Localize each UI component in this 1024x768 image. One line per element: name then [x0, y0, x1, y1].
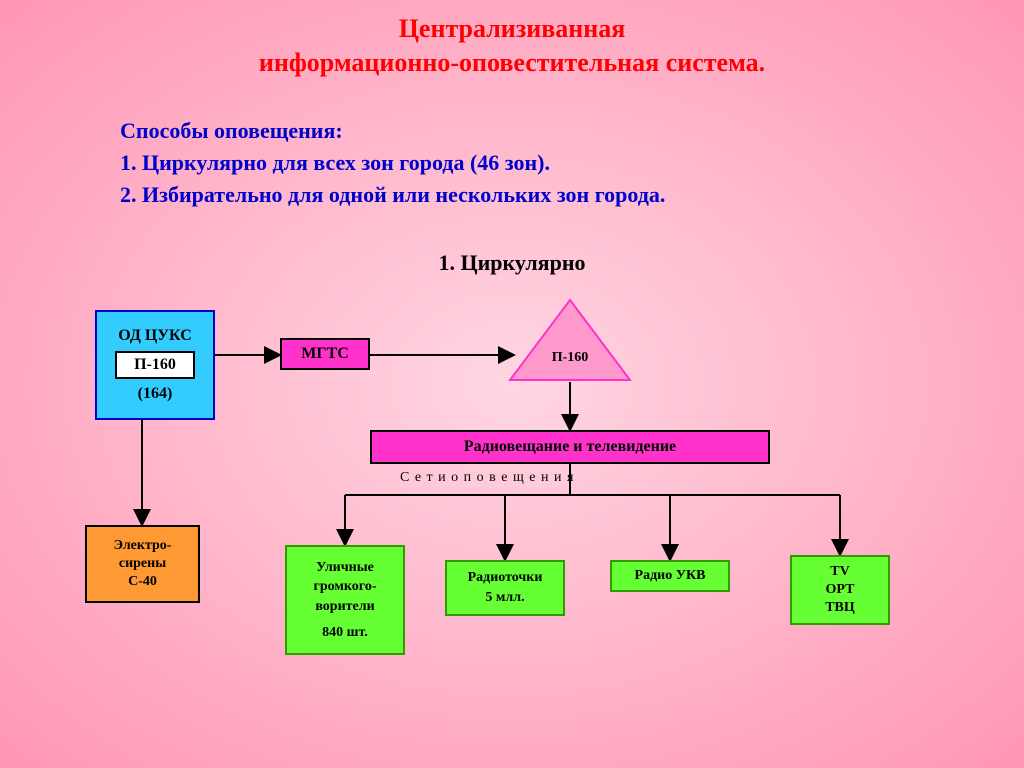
node-radiopoints: Радиоточки 5 млл.: [445, 560, 565, 616]
title-line2: информационно-оповестительная система.: [0, 48, 1024, 78]
tv-l2: ОРТ: [826, 581, 855, 599]
radiopoints-l1: Радиоточки: [468, 568, 543, 588]
cuks-inner-label: П-160: [134, 356, 176, 374]
node-speakers: Уличные громкого- ворители 840 шт.: [285, 545, 405, 655]
siren-l2: сирены: [119, 555, 166, 573]
siren-l3: С-40: [128, 573, 157, 591]
cuks-inner-box: П-160: [115, 351, 195, 379]
triangle-label: П-160: [530, 350, 610, 366]
node-mgts: МГТС: [280, 338, 370, 370]
mgts-label: МГТС: [301, 345, 349, 363]
slide-stage: Централизиванная информационно-оповестит…: [0, 0, 1024, 768]
speakers-l1: Уличные: [316, 558, 374, 578]
cuks-label-top: ОД ЦУКС: [118, 327, 192, 345]
node-cuks: ОД ЦУКС П-160 (164): [95, 310, 215, 420]
speakers-l4: 840 шт.: [322, 623, 368, 643]
speakers-l3: ворители: [315, 597, 374, 617]
networks-label: С е т и о п о в е щ е н и я: [400, 470, 574, 486]
radiopoints-l2: 5 млл.: [485, 588, 524, 608]
node-siren: Электро- сирены С-40: [85, 525, 200, 603]
node-radio-ukv: Радио УКВ: [610, 560, 730, 592]
methods-heading: Способы оповещения:: [120, 118, 343, 144]
siren-l1: Электро-: [114, 537, 172, 555]
broadcast-label: Радиовещание и телевидение: [464, 438, 676, 456]
methods-item2: 2. Избирательно для одной или нескольких…: [120, 182, 665, 208]
cuks-label-bottom: (164): [138, 385, 173, 403]
tv-l3: ТВЦ: [825, 599, 855, 617]
methods-item1: 1. Циркулярно для всех зон города (46 зо…: [120, 150, 550, 176]
title-line1: Централизиванная: [0, 14, 1024, 44]
radioukv-l1: Радио УКВ: [635, 568, 706, 584]
section-label: 1. Циркулярно: [0, 250, 1024, 276]
speakers-l2: громкого-: [314, 577, 377, 597]
node-broadcast: Радиовещание и телевидение: [370, 430, 770, 464]
node-tv: TV ОРТ ТВЦ: [790, 555, 890, 625]
tv-l1: TV: [830, 563, 849, 581]
